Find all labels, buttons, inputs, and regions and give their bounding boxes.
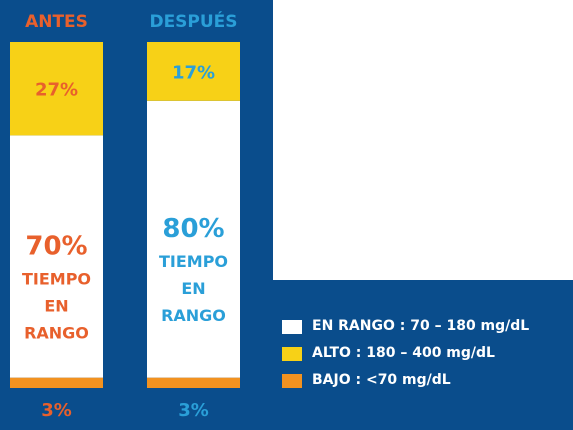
column-title-1: DESPUÉS bbox=[149, 10, 237, 32]
legend-label: ALTO : 180 – 400 mg/dL bbox=[312, 345, 495, 361]
legend-swatch bbox=[282, 347, 302, 361]
legend-label: BAJO : <70 mg/dL bbox=[312, 372, 451, 388]
white-panel bbox=[273, 0, 573, 280]
rango-label-1: 80% bbox=[162, 214, 224, 244]
bajo-label-1: 3% bbox=[178, 400, 209, 421]
legend-label: EN RANGO : 70 – 180 mg/dL bbox=[312, 318, 530, 334]
rango-label-0: 70% bbox=[25, 232, 87, 262]
rango-caption-1-2: RANGO bbox=[161, 306, 226, 325]
bar-segment-0-2 bbox=[10, 42, 103, 136]
legend-swatch bbox=[282, 320, 302, 334]
alto-label-1: 17% bbox=[172, 62, 215, 83]
rango-caption-0-2: RANGO bbox=[24, 324, 89, 343]
bar-segment-0-0 bbox=[10, 377, 103, 388]
bajo-label-0: 3% bbox=[41, 400, 72, 421]
bar-segment-1-0 bbox=[147, 377, 240, 388]
bar-segment-1-1 bbox=[147, 100, 240, 378]
rango-caption-0-1: EN bbox=[44, 297, 68, 316]
column-title-0: ANTES bbox=[25, 12, 88, 32]
bar-segment-0-1 bbox=[10, 135, 103, 378]
rango-caption-1-1: EN bbox=[181, 279, 205, 298]
bar-segment-1-2 bbox=[147, 42, 240, 101]
rango-caption-0-0: TIEMPO bbox=[22, 270, 91, 289]
rango-caption-1-0: TIEMPO bbox=[159, 252, 228, 271]
legend-swatch bbox=[282, 374, 302, 388]
alto-label-0: 27% bbox=[35, 80, 78, 101]
